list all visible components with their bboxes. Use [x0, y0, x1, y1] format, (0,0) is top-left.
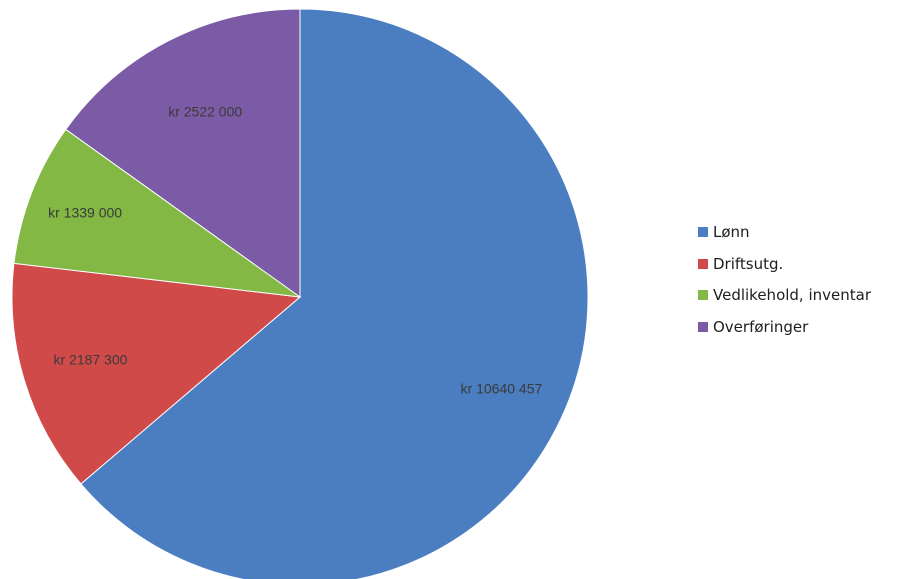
legend-item-overforinger: Overføringer [698, 318, 871, 336]
data-label-driftsutg: kr 2187 300 [54, 351, 128, 367]
data-label-lonn: kr 10640 457 [461, 381, 543, 397]
legend-label-overforinger: Overføringer [713, 317, 809, 336]
chart-legend: Lønn Driftsutg. Vedlikehold, inventar Ov… [698, 223, 871, 349]
legend-label-vedlikehold: Vedlikehold, inventar [713, 286, 871, 304]
legend-item-driftsutg: Driftsutg. [698, 255, 871, 273]
legend-swatch-lonn [698, 227, 708, 237]
data-label-vedlikehold: kr 1339 000 [48, 205, 122, 221]
data-label-overforinger: kr 2522 000 [168, 103, 242, 119]
legend-label-driftsutg: Driftsutg. [713, 254, 784, 273]
legend-label-lonn: Lønn [713, 223, 750, 241]
pie-slice-vedlikehold [13, 128, 301, 298]
legend-swatch-vedlikehold [698, 290, 708, 300]
legend-item-lonn: Lønn [698, 223, 871, 241]
pie-slice-driftsutg [11, 262, 302, 485]
legend-swatch-driftsutg [698, 258, 708, 269]
pie-slice-lonn [80, 8, 589, 579]
legend-item-vedlikehold: Vedlikehold, inventar [698, 286, 871, 304]
pie-slice-overforinger [65, 8, 301, 298]
pie-data-labels: kr 10640 457 kr 2187 300 kr 1339 000 kr 252… [48, 103, 542, 396]
legend-swatch-overforinger [698, 321, 708, 332]
pie-slices [11, 8, 589, 579]
